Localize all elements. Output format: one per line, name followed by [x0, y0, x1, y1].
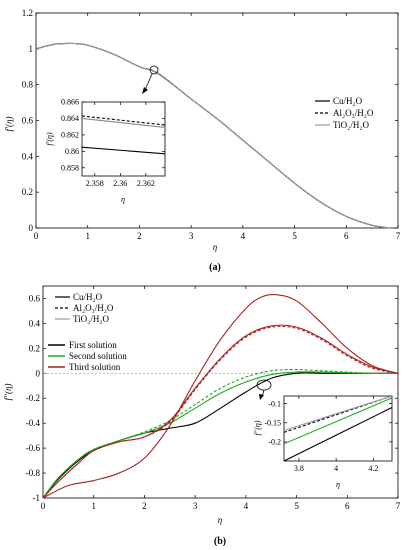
panel-a-inset-ytick-label: 0.862 — [61, 131, 79, 140]
panel-b-ytick-label: -0.8 — [26, 468, 41, 478]
panel-b-inset-xtick-label: 4.2 — [368, 464, 378, 473]
panel-a-ytick-label: 0.4 — [22, 151, 34, 161]
panel-b-series-third-solution-dashed- — [42, 325, 399, 499]
panel-a-inset-series-tio-h-o — [82, 117, 165, 129]
panel-b-series-third-solution — [42, 293, 399, 499]
panel-b-xtick-label: 6 — [345, 501, 350, 511]
panel-a-ytick-label: 1.2 — [22, 8, 33, 18]
panel-b-inset-xtick-label: 3.8 — [294, 464, 304, 473]
panel-b-caption: (b) — [214, 536, 226, 547]
panel-a-inset-frame — [81, 101, 166, 177]
panel-a-xtick-label: 2 — [137, 231, 142, 241]
panel-a-inset-ytick-label: 0.864 — [61, 114, 79, 123]
panel-b-inset-series-first-solution — [284, 406, 392, 461]
panel-b-xtick-label: 0 — [41, 501, 46, 511]
panel-a-ytick-label: 0.8 — [22, 80, 34, 90]
panel-a-inset-xtick-label: 2.358 — [86, 179, 104, 188]
panel-b-ytick-label: 0.4 — [29, 318, 41, 328]
panel-a-ylabel: f′(η) — [4, 117, 14, 132]
panel-b-inset-ylabel: f′′(η) — [253, 420, 262, 435]
panel-a-inset: 2.358 2.36 2.362 0.8580.860.8620.8640.866 … — [45, 98, 166, 204]
panel-b-inset-ytick-label: -0.1 — [268, 399, 281, 408]
panel-b-plot-frame — [42, 285, 399, 499]
panel-a-caption: (a) — [209, 262, 221, 273]
panel-b-inset-frame — [283, 395, 393, 462]
panel-a-ytick-label: 0.6 — [22, 116, 34, 126]
panel-b-series-third-solution-upper- — [42, 324, 399, 499]
panel-a-xtick-label: 4 — [241, 231, 246, 241]
panel-a-inset-xlabel: η — [121, 195, 125, 204]
panel-a-inset-series-cu-h-o — [82, 146, 165, 155]
panel-b-ytick-label: -0.6 — [26, 443, 41, 453]
panel-a-xtick-label: 0 — [34, 231, 39, 241]
panel-b-ylabel: f′′(η) — [3, 384, 13, 401]
panel-b-ytick-label: -1 — [33, 493, 41, 503]
panel-b-ytick-label: 0.2 — [29, 343, 40, 353]
panel-b-xtick-label: 5 — [294, 501, 299, 511]
legend-label-tio2: TiO₂/H₂O — [333, 120, 369, 130]
legend-label-al2o3: Al₂O₃/H₂O — [333, 108, 374, 118]
legend-label-solution: First solution — [69, 340, 117, 350]
panel-a-zoom-circle — [149, 65, 159, 75]
panel-b-ytick-label: 0 — [36, 368, 41, 378]
panel-b-xtick-label: 2 — [142, 501, 147, 511]
panel-b-xtick-label: 7 — [396, 501, 401, 511]
panel-b-xtick-label: 1 — [91, 501, 96, 511]
panel-a-xtick-label: 5 — [292, 231, 297, 241]
legend-label-cu: Cu/H₂O — [333, 96, 363, 106]
panel-a-legend: Cu/H₂O Al₂O₃/H₂O TiO₂/H₂O — [315, 96, 374, 130]
panel-b-ytick-label: -0.4 — [26, 418, 41, 428]
panel-a-xtick-label: 3 — [189, 231, 194, 241]
panel-a-ytick-label: 0.2 — [22, 187, 33, 197]
panel-a-inset-ytick-label: 0.866 — [61, 98, 79, 107]
panel-a-xtick-label: 1 — [85, 231, 90, 241]
panel-a-ytick-label: 1 — [29, 44, 34, 54]
legend-label-solution: Third solution — [69, 362, 121, 372]
panel-a-inset-xtick-label: 2.36 — [113, 179, 127, 188]
panel-b-inset-xtick-label: 4 — [334, 464, 338, 473]
panel-b-inset-series-grey — [284, 396, 392, 431]
panel-b-inset-ytick-label: -0.15 — [264, 418, 281, 427]
legend-label-nanofluid: Al₂O₃/H₂O — [73, 303, 114, 313]
panel-a-xtick-label: 6 — [344, 231, 349, 241]
panel-a-series-tio-h-o — [35, 42, 391, 229]
panel-a-zoom-arrow — [144, 73, 153, 91]
panel-a-xtick-label: 7 — [396, 231, 401, 241]
panel-b-inset-xlabel: η — [336, 480, 340, 489]
panel-a-inset-series-al-o-h-o — [82, 115, 165, 126]
panel-b-series-first-solution — [42, 372, 398, 499]
panel-a-inset-xtick-label: 2.362 — [137, 179, 155, 188]
legend-label-nanofluid: Cu/H₂O — [73, 292, 103, 302]
panel-a-inset-ylabel: f′(η) — [45, 132, 54, 146]
panel-a-inset-ytick-label: 0.86 — [65, 147, 79, 156]
panel-b-ytick-label: -0.2 — [26, 393, 40, 403]
panel-a-ytick-label: 0 — [29, 223, 34, 233]
legend-label-solution: Second solution — [69, 351, 127, 361]
panel-b-inset-series-second-solution — [284, 397, 392, 445]
panel-b-zoom-arrowhead — [259, 394, 264, 400]
panel-a-xlabel: η — [213, 242, 218, 252]
panel-b-ytick-label: 0.6 — [29, 293, 41, 303]
panel-a-inset-ytick-label: 0.858 — [61, 163, 79, 172]
panel-a-chart: 0 1 2 3 4 5 6 7 0 0.2 0.4 0.6 0.8 1 1.2 η f′(η) (a) 2… — [4, 8, 401, 273]
panel-b-xtick-label: 3 — [193, 501, 198, 511]
panel-b-series-second-solution-dashed- — [42, 368, 399, 499]
panel-b-xtick-label: 4 — [244, 501, 249, 511]
panel-a-zoom-arrowhead — [142, 87, 148, 94]
panel-b-inset-ytick-label: -0.2 — [268, 438, 281, 447]
panel-b-inset: 3.8 4 4.2 -0.1 -0.15 -0.2 η f′′(η) — [253, 395, 393, 489]
legend-label-nanofluid: TiO₂/H₂O — [73, 314, 109, 324]
panel-b-xlabel: η — [218, 515, 223, 525]
